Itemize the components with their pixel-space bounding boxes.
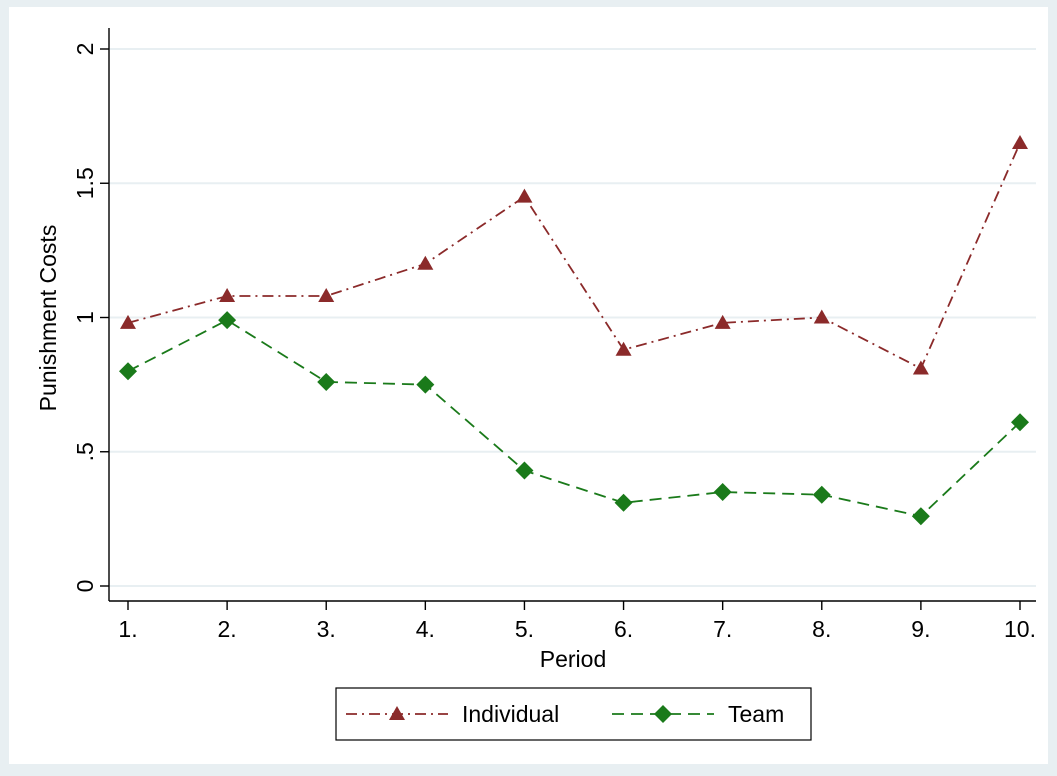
data-point-individual	[120, 314, 136, 329]
axes: 0 .5 1 1.5 2 1. 2. 3. 4. 5. 6. 7. 8. 9. 10.	[72, 28, 1036, 642]
data-point-individual	[318, 288, 335, 303]
legend-label-individual: Individual	[462, 701, 559, 727]
x-tick-label: 7.	[713, 616, 732, 642]
legend-marker-individual	[389, 706, 405, 720]
x-tick-label: 6.	[614, 616, 633, 642]
data-point-team	[119, 362, 137, 381]
legend: Individual Team	[335, 687, 812, 741]
series-layer	[119, 134, 1029, 526]
x-tick-label: 9.	[911, 616, 930, 642]
data-point-team	[812, 485, 831, 504]
data-point-individual	[813, 309, 830, 324]
data-point-team	[515, 461, 534, 480]
data-point-individual	[516, 188, 533, 203]
y-axis-label: Punishment Costs	[35, 225, 61, 412]
x-tick-label: 4.	[416, 616, 435, 642]
series-individual	[120, 134, 1028, 375]
x-tick-label: 10.	[1004, 616, 1036, 642]
data-point-individual	[714, 314, 731, 329]
legend-label-team: Team	[728, 701, 784, 727]
series-line-individual	[127, 142, 1021, 370]
data-point-team	[218, 311, 237, 330]
x-tick-label: 2.	[218, 616, 237, 642]
data-point-team	[416, 375, 435, 394]
x-tick-label: 5.	[515, 616, 534, 642]
data-point-team	[911, 507, 930, 526]
data-point-team	[614, 493, 633, 512]
grid-lines	[109, 48, 1036, 587]
y-tick-label: 0	[72, 580, 98, 593]
plot-area	[109, 28, 1036, 601]
data-point-team	[317, 372, 336, 391]
data-point-team	[1011, 413, 1029, 432]
y-tick-label: 1.5	[72, 167, 98, 199]
data-point-individual	[219, 288, 236, 303]
series-team	[119, 311, 1029, 526]
data-point-individual	[1012, 134, 1028, 149]
y-tick-label: .5	[72, 442, 98, 461]
x-tick-label: 3.	[317, 616, 336, 642]
x-tick-label: 1.	[118, 616, 137, 642]
data-point-individual	[912, 360, 929, 375]
y-tick-label: 1	[72, 311, 98, 324]
y-tick-label: 2	[72, 43, 98, 56]
data-point-individual	[417, 255, 434, 270]
x-axis-label: Period	[540, 646, 606, 672]
data-point-team	[713, 483, 732, 502]
legend-marker-team	[654, 705, 672, 723]
x-tick-label: 8.	[812, 616, 831, 642]
data-point-individual	[615, 341, 632, 356]
